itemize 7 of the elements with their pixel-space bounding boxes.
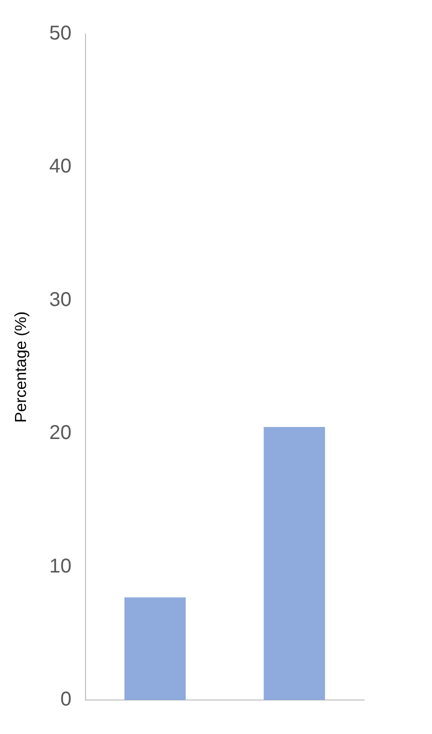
y-tick-label: 30 [49, 288, 72, 311]
y-axis-title: Percentage (%) [13, 311, 30, 423]
y-tick-label: 50 [49, 22, 72, 45]
y-tick-label: 20 [49, 422, 72, 444]
y-tick-label: 40 [49, 156, 72, 178]
y-tick-label: 0 [60, 688, 72, 711]
y-tick-label: 10 [49, 555, 72, 578]
